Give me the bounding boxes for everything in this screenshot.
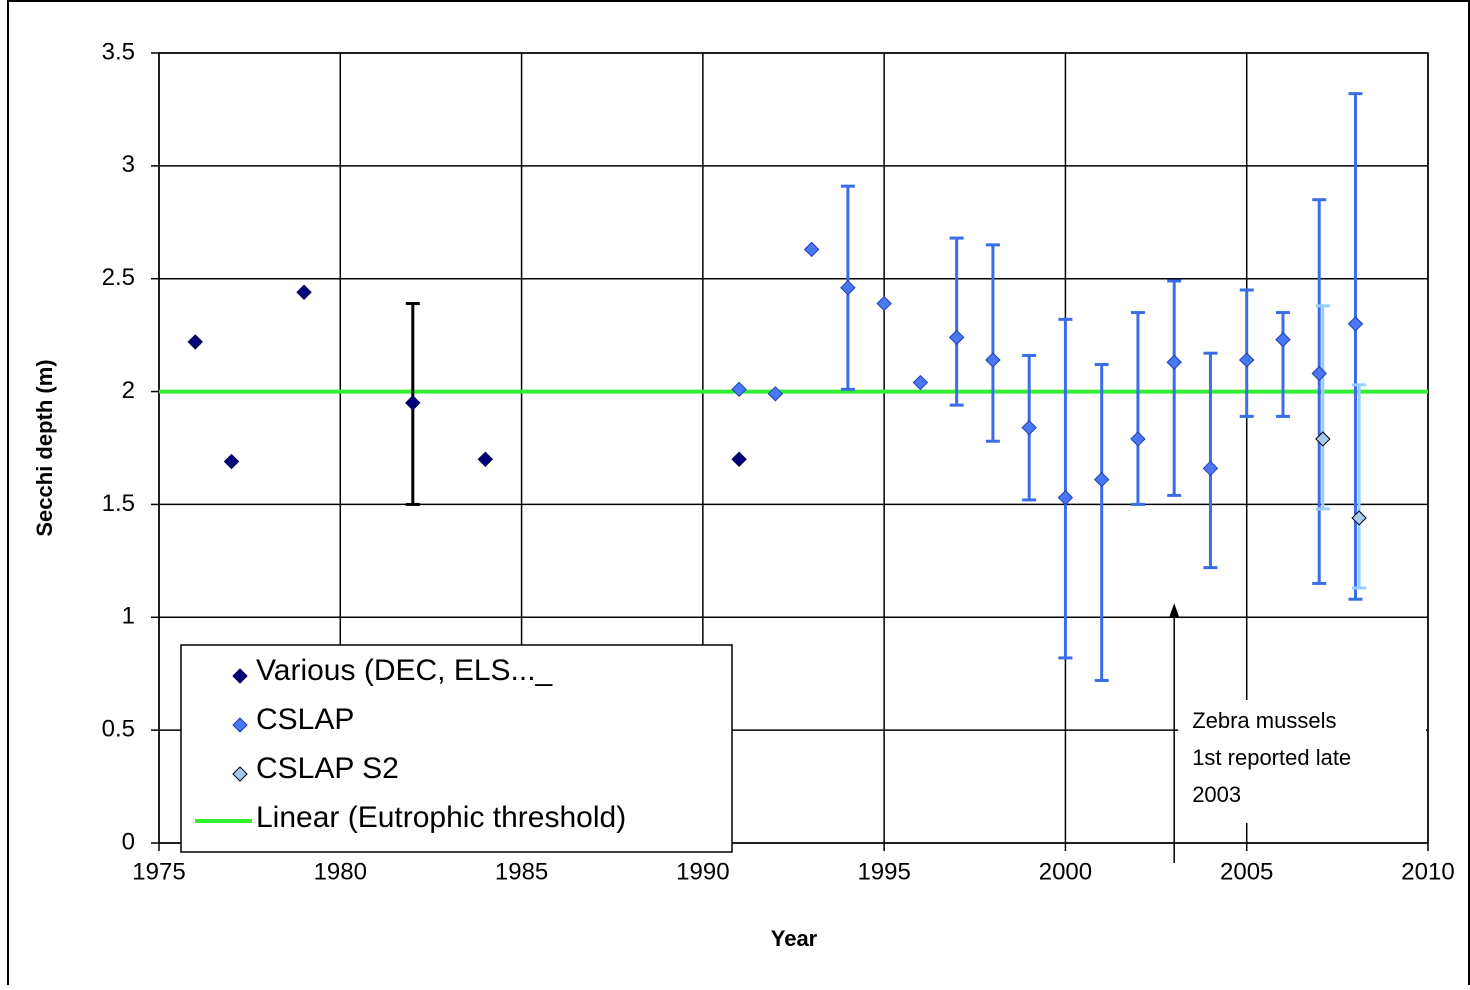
marker [803,241,820,258]
y-axis-title: Secchi depth (m) [32,359,57,536]
annotation-text: 1st reported late [1192,745,1351,770]
error-bar [1058,317,1073,660]
y-tick-label: 0.5 [102,715,135,742]
marker [840,280,856,296]
marker [405,395,421,411]
marker [296,284,312,300]
marker [187,334,203,350]
annotation-arrowhead [1169,603,1180,618]
annotation-text: 2003 [1192,782,1241,807]
y-tick-label: 1 [122,603,135,630]
y-tick-label: 2.5 [102,264,135,291]
marker [1275,331,1291,348]
error-bar [1312,198,1327,585]
marker [1021,419,1037,436]
error-bar [1130,311,1145,506]
error-bar [1094,362,1109,682]
legend-marker [232,717,248,733]
y-tick-label: 3 [122,151,135,178]
x-tick-label: 2010 [1401,858,1454,885]
x-tick-label: 1980 [314,858,367,885]
legend-marker [232,766,248,782]
marker [731,381,747,398]
x-axis-title: Year [771,926,818,951]
x-tick-label: 1990 [676,858,729,885]
error-bar [1203,351,1218,570]
legend-marker [232,668,248,684]
error-bar [1315,304,1330,511]
marker [948,329,965,346]
annotation-text: Zebra mussels [1192,708,1336,733]
legend: Various (DEC, ELS..._ CSLAP CSLAP S2 Linear… [180,644,733,853]
error-bar [1167,279,1182,497]
marker [1239,352,1255,368]
error-bar [949,236,964,407]
error-bar [985,243,1000,443]
marker [912,374,929,391]
marker [1093,471,1110,488]
y-tick-label: 3.5 [102,38,135,65]
marker [1351,510,1367,526]
legend-label: Various (DEC, ELS..._ [256,654,554,687]
legend-label: CSLAP S2 [256,752,399,785]
annotation-box [1178,700,1426,823]
x-tick-label: 1995 [857,858,910,885]
marker [477,451,494,467]
x-tick-label: 1985 [495,858,548,885]
y-tick-label: 0 [122,828,135,855]
marker [985,352,1001,368]
error-bar [1275,311,1290,418]
marker [1311,365,1327,382]
x-tick-label: 1975 [132,858,185,885]
marker [876,295,892,312]
marker [1166,354,1182,370]
x-tick-label: 2000 [1039,858,1092,885]
marker [223,453,240,470]
y-tick-label: 2 [122,377,135,404]
legend-label: Linear (Eutrophic threshold) [256,801,626,834]
x-tick-label: 2005 [1220,858,1273,885]
legend-box [180,644,733,853]
marker [1315,431,1331,447]
error-bar [1352,383,1367,590]
marker [767,386,784,402]
legend-label: CSLAP [256,703,354,736]
marker [1202,460,1219,477]
y-tick-label: 1.5 [102,490,135,517]
marker [1130,431,1146,447]
marker [731,451,747,467]
marker [1057,489,1074,506]
marker [1347,316,1364,332]
